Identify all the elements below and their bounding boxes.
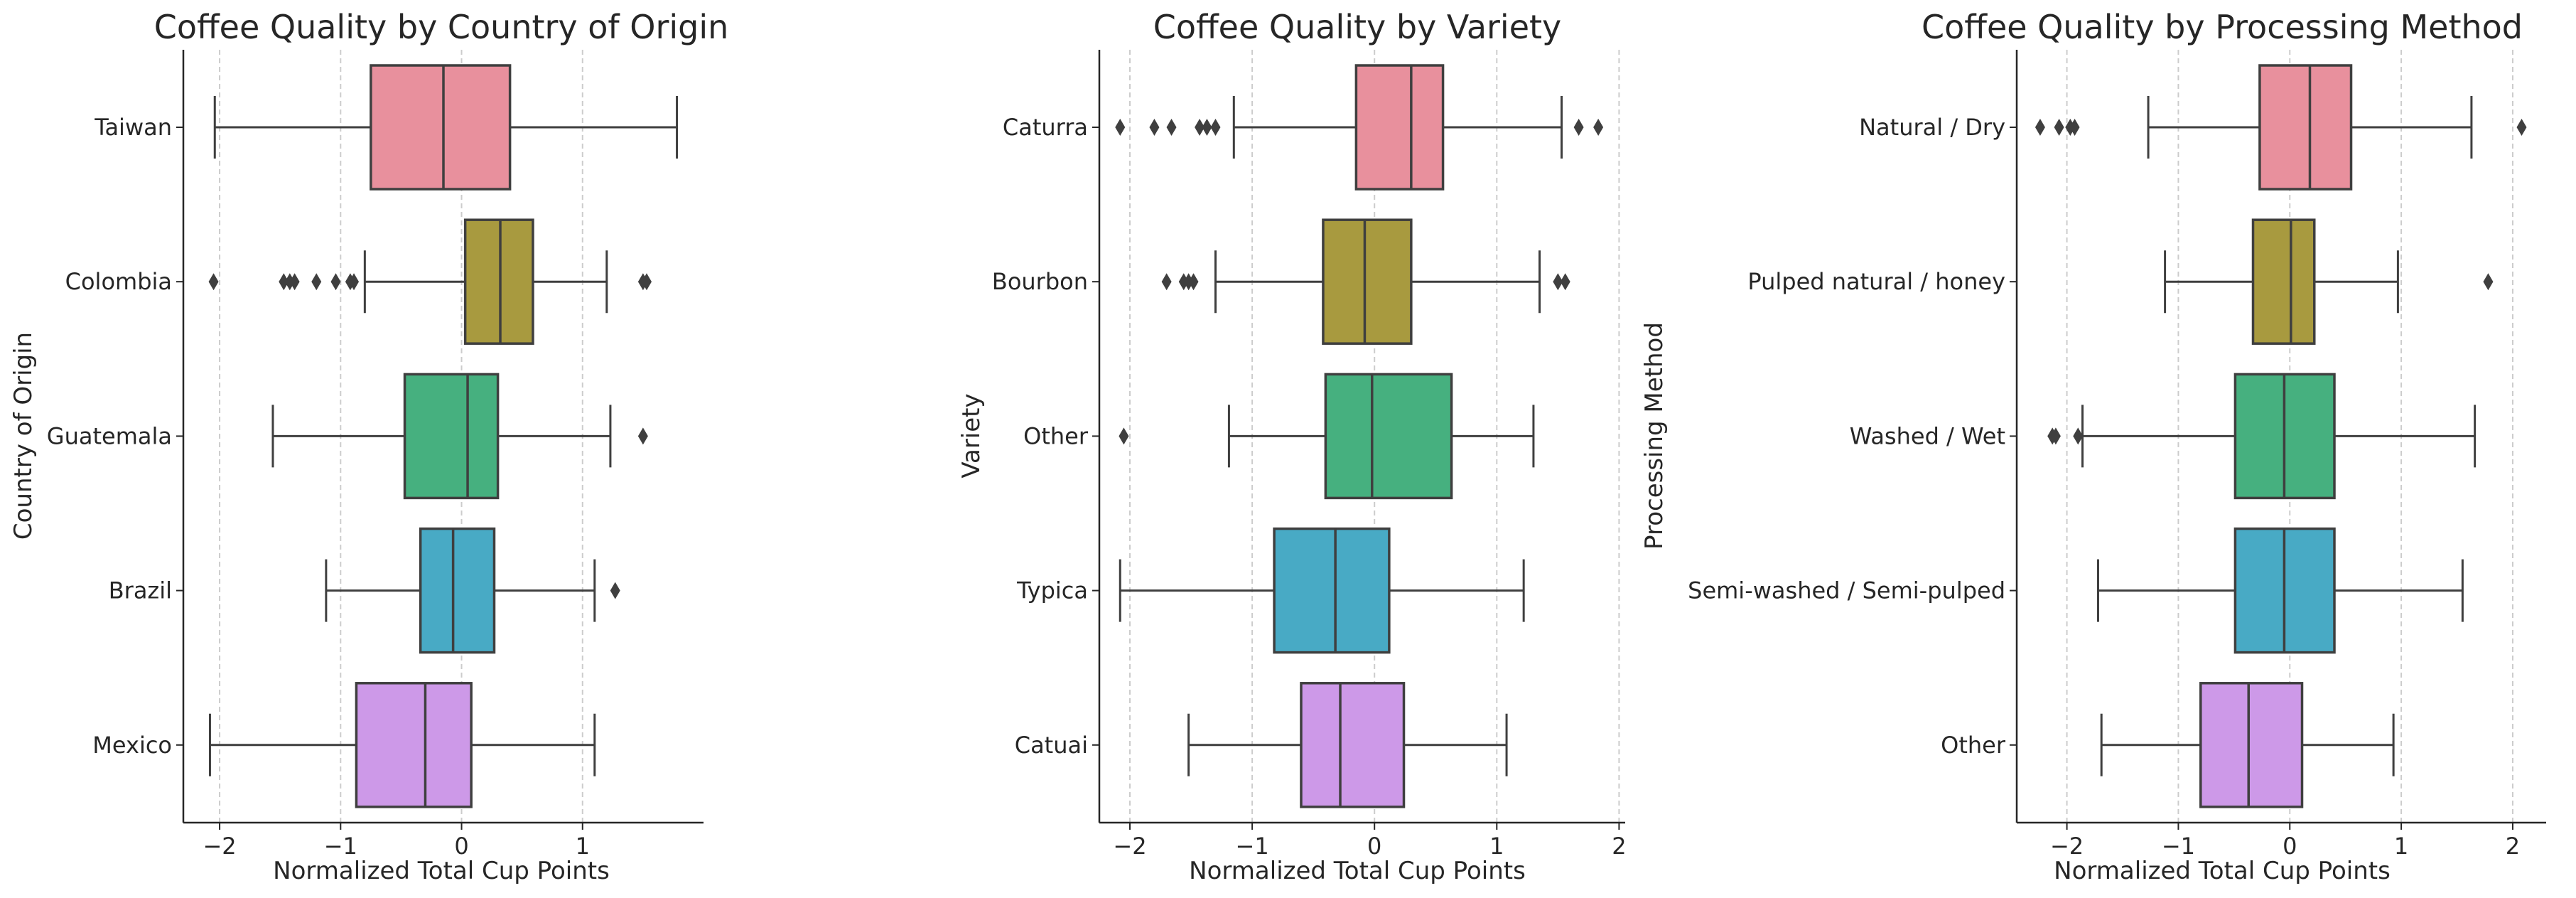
category-label: Bourbon — [992, 268, 1088, 295]
x-tick-label: 2 — [2506, 833, 2520, 860]
chart-title: Coffee Quality by Variety — [1153, 8, 1562, 46]
outlier-point — [1119, 427, 1129, 445]
category-label: Colombia — [65, 268, 172, 295]
box — [2258, 64, 2353, 191]
box — [419, 527, 496, 654]
category-label: Typica — [1016, 577, 1088, 604]
x-axis-label: Normalized Total Cup Points — [2054, 857, 2391, 885]
outlier-point — [2054, 119, 2064, 136]
outlier-point — [1202, 119, 1212, 136]
x-tick-label: 1 — [576, 833, 590, 860]
panel-variety: Coffee Quality by Variety Normalized Tot… — [957, 8, 1627, 885]
category-label: Natural / Dry — [1859, 114, 2005, 141]
category-label: Semi-washed / Semi-pulped — [1688, 577, 2005, 604]
panel-processing-method: Coffee Quality by Processing Method Norm… — [1640, 8, 2546, 885]
box-group: Colombia — [65, 218, 652, 345]
box — [370, 64, 512, 191]
x-tick-label: 0 — [454, 833, 468, 860]
y-axis-label: Processing Method — [1640, 322, 1669, 550]
outlier-point — [641, 273, 652, 291]
panel-country: Coffee Quality by Country of Origin Norm… — [9, 8, 728, 885]
x-tick-label: −1 — [324, 833, 357, 860]
box — [1273, 527, 1391, 654]
x-tick-label: −1 — [2162, 833, 2195, 860]
box-group: Other — [1941, 682, 2395, 808]
x-tick-label: 1 — [2394, 833, 2408, 860]
x-tick-label: −1 — [1236, 833, 1269, 860]
box-group: Catuai — [1015, 682, 1508, 808]
outlier-point — [279, 273, 289, 291]
outlier-point — [1115, 119, 1126, 136]
x-tick-label: 1 — [1489, 833, 1504, 860]
box — [1322, 218, 1413, 345]
outlier-point — [1593, 119, 1604, 136]
outlier-point — [289, 273, 300, 291]
box-group: Other — [1023, 373, 1535, 500]
box — [1354, 64, 1445, 191]
category-label: Washed / Wet — [1850, 422, 2005, 449]
x-tick-label: 2 — [1612, 833, 1626, 860]
box — [355, 682, 473, 808]
x-tick-label: −2 — [2050, 833, 2084, 860]
x-axis-label: Normalized Total Cup Points — [273, 857, 610, 885]
outlier-point — [1560, 273, 1570, 291]
box-group: Pulped natural / honey — [1747, 218, 2494, 345]
category-label: Brazil — [109, 577, 172, 604]
outlier-point — [1195, 119, 1205, 136]
outlier-point — [2483, 273, 2494, 291]
box — [1324, 373, 1453, 500]
chart-title: Coffee Quality by Country of Origin — [154, 8, 729, 46]
category-label: Guatemala — [47, 422, 172, 449]
box — [2199, 682, 2304, 808]
box-group: Brazil — [109, 527, 620, 654]
outlier-point — [2035, 119, 2045, 136]
x-tick-label: −2 — [1113, 833, 1146, 860]
box-group: Bourbon — [992, 218, 1570, 345]
outlier-point — [330, 273, 341, 291]
y-axis-label: Country of Origin — [9, 332, 38, 540]
category-label: Mexico — [92, 732, 172, 759]
box-group: Guatemala — [47, 373, 648, 500]
box-group: Washed / Wet — [1850, 373, 2477, 500]
box-group: Taiwan — [94, 64, 679, 191]
box-group: Natural / Dry — [1859, 64, 2527, 191]
outlier-point — [637, 427, 648, 445]
outlier-point — [311, 273, 322, 291]
x-tick-label: −2 — [203, 833, 236, 860]
outlier-point — [1166, 119, 1177, 136]
outlier-point — [610, 582, 620, 599]
outlier-point — [1573, 119, 1584, 136]
outlier-point — [2516, 119, 2527, 136]
category-label: Other — [1941, 732, 2006, 759]
category-label: Pulped natural / honey — [1747, 268, 2005, 295]
x-tick-label: 0 — [1367, 833, 1381, 860]
category-label: Caturra — [1003, 114, 1088, 141]
x-tick-label: 0 — [2283, 833, 2297, 860]
outlier-point — [2073, 427, 2084, 445]
outlier-point — [2069, 119, 2080, 136]
outlier-point — [1188, 273, 1199, 291]
outlier-point — [1161, 273, 1172, 291]
chart-title: Coffee Quality by Processing Method — [1922, 8, 2523, 46]
outlier-point — [208, 273, 219, 291]
box-group: Caturra — [1003, 64, 1604, 191]
category-label: Taiwan — [94, 114, 172, 141]
box-group: Mexico — [92, 682, 596, 808]
outlier-point — [2050, 427, 2061, 445]
x-axis-label: Normalized Total Cup Points — [1189, 857, 1526, 885]
box — [1300, 682, 1406, 808]
box-group: Semi-washed / Semi-pulped — [1688, 527, 2464, 654]
outlier-point — [1149, 119, 1160, 136]
box — [403, 373, 500, 500]
y-axis-label: Variety — [957, 393, 986, 478]
outlier-point — [1553, 273, 1563, 291]
box — [2251, 218, 2316, 345]
category-label: Other — [1023, 422, 1089, 449]
outlier-point — [349, 273, 360, 291]
outlier-point — [1210, 119, 1221, 136]
category-label: Catuai — [1015, 732, 1088, 759]
box-group: Typica — [1016, 527, 1525, 654]
